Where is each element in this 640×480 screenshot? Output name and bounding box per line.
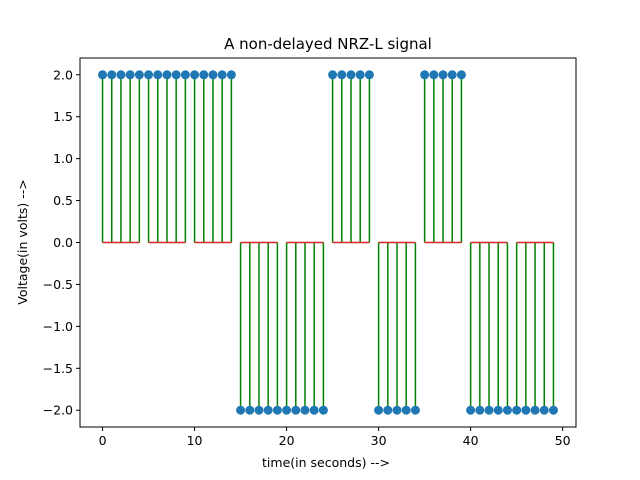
stem-marker	[199, 70, 209, 80]
stem-marker	[410, 405, 420, 415]
stem-marker	[162, 70, 172, 80]
stem-marker	[125, 70, 135, 80]
stem-marker	[539, 405, 549, 415]
y-tick-label: 0.5	[53, 193, 73, 208]
stem-marker	[401, 405, 411, 415]
y-tick-label: −1.0	[43, 319, 73, 334]
y-tick-label: 1.5	[53, 109, 73, 124]
stem-marker	[98, 70, 108, 80]
y-tick-label: −1.5	[43, 361, 73, 376]
stem-marker	[226, 70, 236, 80]
plot-area	[98, 70, 558, 415]
stem-marker	[245, 405, 255, 415]
stem-marker	[272, 405, 282, 415]
stem-marker	[364, 70, 374, 80]
x-axis: 0 10 20 30 40 50	[99, 427, 571, 448]
y-tick-label: 1.0	[53, 151, 73, 166]
x-tick-label: 50	[555, 433, 571, 448]
x-tick-label: 30	[371, 433, 387, 448]
stem-marker	[512, 405, 522, 415]
stem-marker	[493, 405, 503, 415]
stem-marker	[346, 70, 356, 80]
stem-marker	[236, 405, 246, 415]
stem-marker	[134, 70, 144, 80]
y-tick-label: 0.0	[53, 235, 73, 250]
stem-marker	[300, 405, 310, 415]
stem-marker	[548, 405, 558, 415]
stem-marker	[318, 405, 328, 415]
x-tick-label: 0	[99, 433, 107, 448]
stem-marker	[456, 70, 466, 80]
x-tick-label: 10	[187, 433, 203, 448]
stem-marker	[447, 70, 457, 80]
stem-marker	[291, 405, 301, 415]
stem-marker	[355, 70, 365, 80]
y-axis-label: Voltage(in volts) -->	[15, 179, 30, 304]
stem-marker	[153, 70, 163, 80]
stem-marker	[438, 70, 448, 80]
stem-marker	[190, 70, 200, 80]
stem-marker	[208, 70, 218, 80]
stem-marker	[475, 405, 485, 415]
x-tick-label: 40	[463, 433, 479, 448]
stem-marker	[180, 70, 190, 80]
stem-marker	[337, 70, 347, 80]
stem-marker	[171, 70, 181, 80]
chart-title: A non-delayed NRZ-L signal	[224, 35, 432, 53]
stem-marker	[254, 405, 264, 415]
stem-marker	[107, 70, 117, 80]
y-tick-label: −0.5	[43, 277, 73, 292]
stem-marker	[374, 405, 384, 415]
stem-marker	[383, 405, 393, 415]
stem-marker	[282, 405, 292, 415]
stem-marker	[309, 405, 319, 415]
y-tick-label: −2.0	[43, 403, 73, 418]
stem-marker	[530, 405, 540, 415]
stem-marker	[429, 70, 439, 80]
stem-marker	[144, 70, 154, 80]
stem-marker	[263, 405, 273, 415]
stem-marker	[502, 405, 512, 415]
stem-marker	[466, 405, 476, 415]
stem-marker	[521, 405, 531, 415]
stem-marker	[420, 70, 430, 80]
stem-marker	[116, 70, 126, 80]
y-axis: −2.0 −1.5 −1.0 −0.5 0.0 0.5 1.0 1.5 2.0	[43, 67, 80, 418]
x-axis-label: time(in seconds) -->	[262, 455, 390, 470]
stem-marker	[217, 70, 227, 80]
y-tick-label: 2.0	[53, 67, 73, 82]
stem-marker	[484, 405, 494, 415]
stem-marker	[392, 405, 402, 415]
x-tick-label: 20	[279, 433, 295, 448]
stem-marker	[328, 70, 338, 80]
